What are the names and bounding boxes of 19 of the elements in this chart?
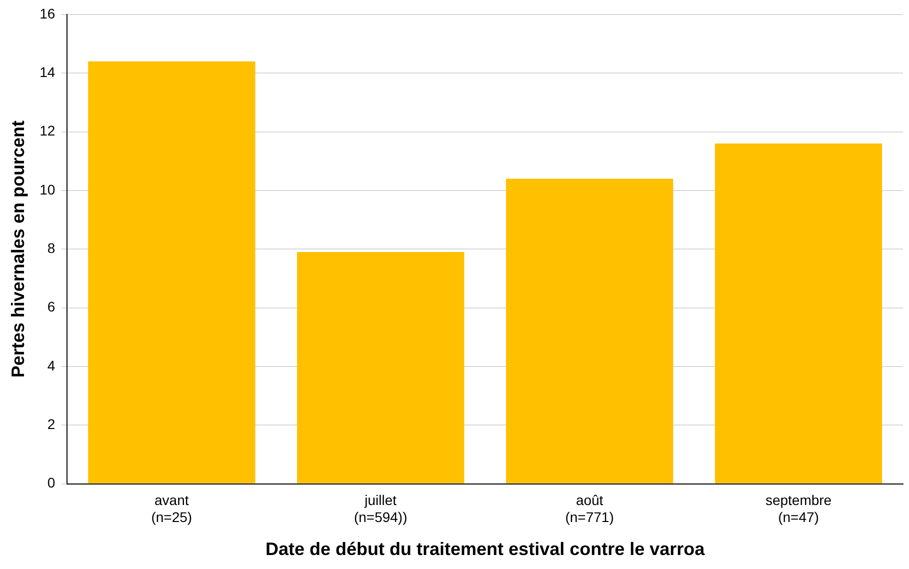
x-tick-label: août (n=771) xyxy=(565,492,614,525)
y-tick-label: 6 xyxy=(47,298,56,315)
y-tick-label: 14 xyxy=(40,64,56,80)
y-tick-label: 16 xyxy=(40,5,56,22)
y-tick-label: 4 xyxy=(47,357,56,374)
y-tick-label: 12 xyxy=(40,122,56,139)
x-tick-label: juillet (n=594)) xyxy=(354,492,408,525)
x-tick-label: septembre (n=47) xyxy=(765,492,832,525)
x-axis-title: Date de début du traitement estival contre le varroa xyxy=(266,539,706,560)
bar xyxy=(506,178,674,484)
bar xyxy=(88,61,256,484)
bar xyxy=(714,143,882,484)
y-tick-label: 0 xyxy=(47,474,56,491)
x-tick-label: avant (n=25) xyxy=(151,492,192,525)
y-tick-label: 8 xyxy=(47,240,56,256)
y-tick-label: 10 xyxy=(40,181,56,198)
y-tick-label: 2 xyxy=(47,416,56,432)
bar xyxy=(297,252,464,484)
y-axis-title: Pertes hivernales en pourcent xyxy=(8,120,28,378)
